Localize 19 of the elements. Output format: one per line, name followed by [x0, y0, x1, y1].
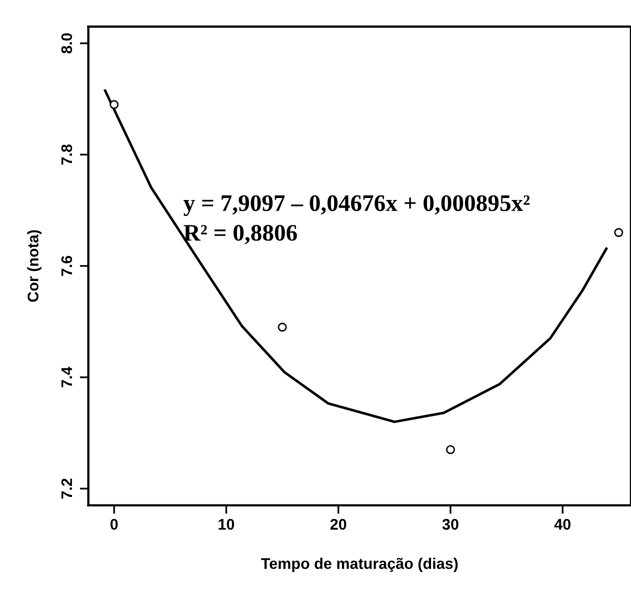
line-series	[104, 89, 608, 424]
annotation: y = 7,9097 – 0,04676x + 0,000895x²	[184, 195, 530, 216]
x-tick-label: 30	[442, 518, 458, 530]
x-tick-label: 10	[218, 518, 234, 530]
x-axis-title: Tempo de maturação (dias)	[261, 558, 458, 572]
y-tick-label: 7.2	[61, 478, 72, 499]
point	[278, 322, 287, 332]
annotation: R² = 0,8806	[184, 224, 297, 244]
y-tick-label: 8.0	[61, 33, 72, 54]
point	[446, 445, 455, 454]
x-tick-label: 20	[330, 518, 346, 530]
x-tick-label: 40	[554, 518, 570, 530]
x-tick-label: 0	[110, 518, 118, 530]
y-tick-label: 7.8	[61, 144, 72, 165]
point	[614, 228, 624, 238]
point	[110, 100, 119, 110]
y-tick-label: 7.4	[61, 366, 72, 388]
y-tick-label: 7.6	[61, 256, 72, 276]
y-axis-title: Cor (nota)	[27, 230, 42, 302]
